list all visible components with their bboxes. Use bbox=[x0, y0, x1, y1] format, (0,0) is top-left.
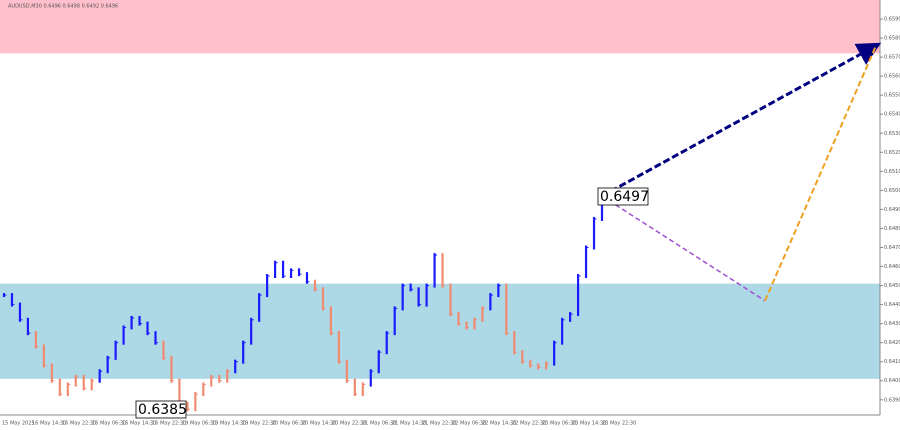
chart-title: AUDUSD,M30 0.6496 0.6498 0.6492 0.6496 bbox=[8, 4, 118, 10]
x-tick-label: 23 May 06:30 bbox=[542, 421, 576, 427]
y-tick-label: 0.6500 bbox=[884, 188, 900, 194]
x-tick-label: 19 May 14:30 bbox=[212, 421, 246, 427]
x-tick-label: 21 May 14:30 bbox=[392, 421, 426, 427]
y-tick-label: 0.6390 bbox=[884, 397, 900, 403]
x-tick-label: 19 May 22:30 bbox=[242, 421, 276, 427]
zone bbox=[0, 0, 880, 54]
x-tick-label: 16 May 14:30 bbox=[32, 421, 66, 427]
forecast-pullback bbox=[601, 195, 766, 302]
x-tick-label: 16 May 06:30 bbox=[92, 421, 126, 427]
annotation-box bbox=[597, 187, 649, 206]
annotation-box bbox=[135, 400, 187, 419]
x-tick-label: 15 May 2025 bbox=[2, 421, 35, 427]
forecast-main bbox=[601, 42, 882, 198]
forecast-target bbox=[764, 45, 877, 302]
y-tick-label: 0.6480 bbox=[884, 226, 900, 232]
y-tick-label: 0.6560 bbox=[884, 74, 900, 80]
y-tick-label: 0.6590 bbox=[884, 17, 900, 23]
annotation: 0.6497 bbox=[600, 189, 649, 205]
y-tick-label: 0.6550 bbox=[884, 93, 900, 99]
annotation: 0.6385 bbox=[138, 402, 187, 418]
y-tick-label: 0.6510 bbox=[884, 169, 900, 175]
y-tick-label: 0.6470 bbox=[884, 245, 900, 251]
x-tick-label: 16 May 22:30 bbox=[152, 421, 186, 427]
y-tick-label: 0.6570 bbox=[884, 55, 900, 61]
x-tick-label: 20 May 14:30 bbox=[302, 421, 336, 427]
y-tick-label: 0.6460 bbox=[884, 264, 900, 270]
y-tick-label: 0.6440 bbox=[884, 302, 900, 308]
y-tick-label: 0.6410 bbox=[884, 359, 900, 365]
y-tick-label: 0.6400 bbox=[884, 378, 900, 384]
y-tick-label: 0.6430 bbox=[884, 321, 900, 327]
x-tick-label: 20 May 22:30 bbox=[332, 421, 366, 427]
x-tick-label: 21 May 06:30 bbox=[362, 421, 396, 427]
zone bbox=[0, 283, 880, 379]
x-tick-label: 21 May 22:30 bbox=[422, 421, 456, 427]
x-tick-label: 23 May 22:30 bbox=[602, 421, 636, 427]
y-tick-label: 0.6520 bbox=[884, 150, 900, 156]
y-tick-label: 0.6530 bbox=[884, 131, 900, 137]
x-tick-label: 16 May 14:30 bbox=[122, 421, 156, 427]
x-tick-label: 23 May 14:30 bbox=[572, 421, 606, 427]
x-tick-label: 20 May 06:30 bbox=[272, 421, 306, 427]
x-tick-label: 19 May 06:30 bbox=[182, 421, 216, 427]
x-tick-label: 22 May 22:30 bbox=[512, 421, 546, 427]
x-tick-label: 22 May 06:30 bbox=[452, 421, 486, 427]
y-tick-label: 0.6580 bbox=[884, 36, 900, 42]
y-tick-label: 0.6540 bbox=[884, 112, 900, 118]
x-tick-label: 22 May 14:30 bbox=[482, 421, 516, 427]
y-tick-label: 0.6420 bbox=[884, 340, 900, 346]
y-tick-label: 0.6490 bbox=[884, 207, 900, 213]
y-tick-label: 0.6450 bbox=[884, 283, 900, 289]
x-tick-label: 16 May 22:30 bbox=[62, 421, 96, 427]
